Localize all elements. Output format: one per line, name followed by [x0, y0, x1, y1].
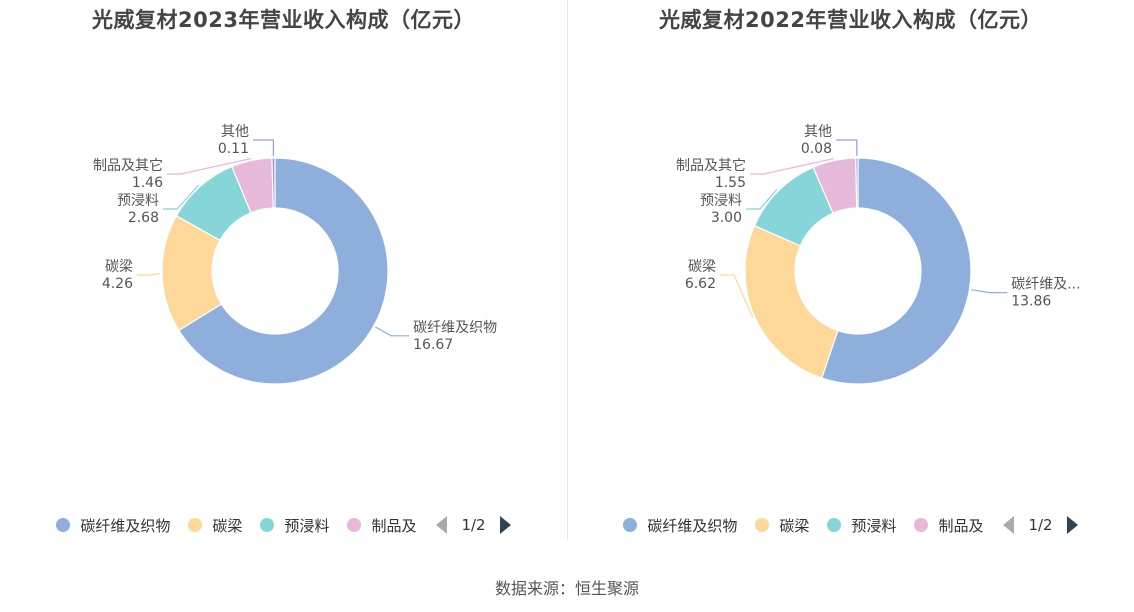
slice-label: 碳梁: [105, 259, 133, 275]
slice-value-label: 3.00: [711, 210, 742, 226]
chevron-right-icon[interactable]: [1066, 516, 1078, 534]
slice-value-label: 13.86: [1011, 294, 1051, 310]
label-line-1: [137, 272, 161, 276]
label-line-3: [750, 158, 834, 175]
label-line-0: [375, 326, 410, 337]
slice-0[interactable]: [820, 157, 972, 385]
slice-value-label: 0.08: [801, 141, 832, 157]
legend-swatch: [827, 518, 842, 532]
legend: 碳纤维及织物 碳梁 预浸料 制品及 1/2: [0, 512, 567, 538]
chart-panel-2023: 光威复材2023年营业收入构成（亿元） 碳纤维及织物 16.67 碳梁 4.26 预浸料…: [0, 0, 567, 560]
slice-value-label: 1.55: [715, 175, 746, 191]
slice-label: 预浸料: [700, 193, 742, 209]
legend-item[interactable]: 碳纤维及织物: [56, 515, 170, 536]
legend-item[interactable]: 碳梁: [188, 515, 242, 536]
chevron-left-icon[interactable]: [436, 516, 448, 534]
legend-swatch: [188, 518, 203, 532]
legend-page-indicator: 1/2: [1028, 516, 1053, 534]
legend-label: 预浸料: [284, 516, 330, 535]
legend-label: 制品及: [371, 516, 417, 535]
slice-label: 制品及其它: [93, 157, 163, 174]
legend-item[interactable]: 碳纤维及织物: [623, 515, 737, 536]
label-line-2: [746, 189, 778, 210]
slice-label: 其他: [221, 124, 249, 140]
legend-label: 碳梁: [779, 516, 810, 535]
label-line-4: [253, 139, 275, 156]
label-line-1: [720, 274, 754, 318]
slice-1[interactable]: [744, 224, 839, 379]
legend-page-indicator: 1/2: [461, 516, 486, 534]
legend-swatch: [260, 518, 275, 532]
label-line-4: [836, 139, 858, 156]
legend-pager: 1/2: [1001, 516, 1078, 534]
slice-label: 碳梁: [688, 259, 716, 275]
chart-title: 光威复材2022年营业收入构成（亿元）: [659, 8, 1042, 32]
legend-label: 碳纤维及织物: [80, 516, 171, 535]
legend-pager: 1/2: [434, 516, 511, 534]
chevron-right-icon[interactable]: [499, 516, 511, 534]
legend-item[interactable]: 预浸料: [827, 515, 896, 536]
data-source: 数据来源：恒生聚源: [494, 579, 639, 598]
slice-value-label: 16.67: [413, 337, 453, 353]
slice-value-label: 6.62: [685, 276, 716, 292]
slice-4[interactable]: [855, 157, 859, 209]
legend-label: 制品及: [938, 516, 984, 535]
chart-panel-2022: 光威复材2022年营业收入构成（亿元） 碳纤维及... 13.86 碳梁 6.62 预浸…: [567, 0, 1134, 560]
legend-swatch: [914, 518, 929, 532]
slice-label: 其他: [804, 124, 832, 140]
legend-item[interactable]: 预浸料: [260, 515, 329, 536]
legend-label: 碳纤维及织物: [647, 516, 738, 535]
legend-item[interactable]: 碳梁: [755, 515, 809, 536]
slice-label: 预浸料: [117, 193, 159, 209]
slice-4[interactable]: [271, 157, 276, 209]
legend-label: 预浸料: [851, 516, 897, 535]
label-line-3: [167, 157, 252, 175]
legend-swatch: [623, 518, 638, 532]
legend-item[interactable]: 制品及: [347, 515, 416, 536]
slice-value-label: 1.46: [132, 175, 163, 191]
chevron-left-icon[interactable]: [1003, 516, 1015, 534]
slice-label: 碳纤维及织物: [413, 320, 497, 336]
legend-swatch: [56, 518, 71, 532]
legend-swatch: [347, 518, 362, 532]
slice-value-label: 0.11: [218, 141, 249, 157]
legend-item[interactable]: 制品及: [914, 515, 983, 536]
slice-value-label: 2.68: [128, 210, 159, 226]
label-line-0: [971, 289, 1008, 294]
panel-divider: [567, 0, 568, 540]
slice-value-label: 4.26: [102, 276, 133, 292]
chart-title: 光威复材2023年营业收入构成（亿元）: [92, 8, 475, 32]
label-line-2: [163, 184, 200, 210]
slice-label: 制品及其它: [676, 157, 746, 174]
legend-label: 碳梁: [212, 516, 243, 535]
slice-label: 碳纤维及...: [1011, 277, 1080, 293]
slice-0[interactable]: [177, 157, 389, 385]
legend: 碳纤维及织物 碳梁 预浸料 制品及 1/2: [567, 512, 1134, 538]
legend-swatch: [755, 518, 770, 532]
